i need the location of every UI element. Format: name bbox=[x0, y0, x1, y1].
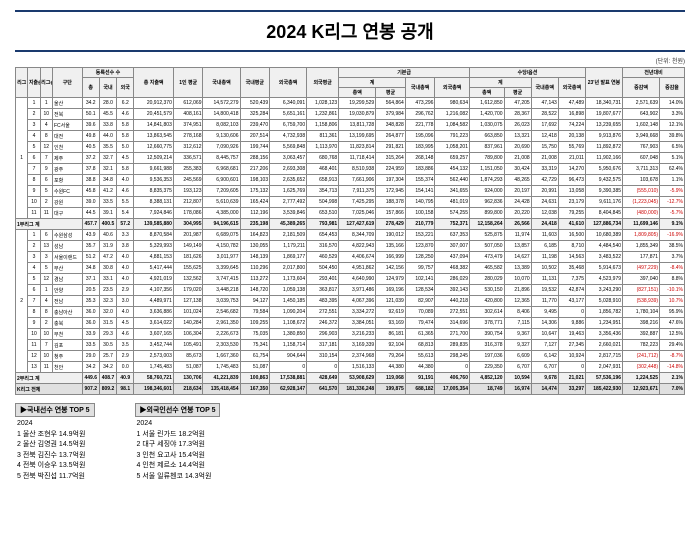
top5-item: 2 울산 김영권 14.5억원 bbox=[15, 440, 95, 451]
th-base-sub: 계 bbox=[339, 78, 406, 88]
table-row: 33서울이랜드 51.247.24.0 4,881,153181,6263,01… bbox=[16, 252, 685, 263]
top5-item: 5 서울 일류첸코 14.3억원 bbox=[135, 472, 221, 483]
grand-total-row: K리그 전체907.2809.298.1 198,346,601218,6341… bbox=[16, 384, 685, 395]
table-row: 88충남아산 36.032.04.0 3,636,886101,0242,546… bbox=[16, 307, 685, 318]
th-bonus: 수당/옵션 bbox=[469, 68, 585, 78]
th-ba: 평균 bbox=[376, 88, 406, 98]
page-title: 2024 K리그 연봉 공개 bbox=[15, 10, 685, 52]
th-chg: 증감액 bbox=[623, 78, 660, 98]
table-row: 61안양 20.523.52.9 4,107,356179,0203,448,2… bbox=[16, 285, 685, 296]
table-row: 210전북 50.145.54.6 20,451,579408,16114,80… bbox=[16, 109, 685, 120]
table-row: 45부산 34.830.84.0 5,417,444155,6253,399,6… bbox=[16, 263, 685, 274]
th-total-pay: 총 지출액 bbox=[134, 68, 173, 98]
table-row: 512경남 37.133.14.0 4,921,019132,5623,747,… bbox=[16, 274, 685, 285]
th-change: 전년대비 bbox=[623, 68, 685, 78]
th-pct: 증감율 bbox=[660, 78, 685, 98]
table-row: 34FC서울 39.633.85.8 14,841,803374,9518,08… bbox=[16, 120, 685, 131]
th-players: 등록선수 수 bbox=[82, 68, 134, 78]
th-club: 구단 bbox=[52, 68, 82, 98]
table-row: 117김포 33.530.53.5 3,452,744105,4912,303,… bbox=[16, 340, 685, 351]
table-row: 213성남 35.731.93.8 5,329,993149,1494,150,… bbox=[16, 241, 685, 252]
th-pd: 국내 bbox=[99, 78, 116, 98]
th-prev: 23'년 발표 연봉 bbox=[586, 68, 623, 98]
th-avg-pay: 1인 평균 bbox=[173, 68, 203, 98]
top5-item: 1 서울 린가드 18.2억원 bbox=[135, 430, 221, 441]
top5-section: ▶국내선수 연봉 TOP 5 2024 1 울산 조현우 14.9억원2 울산 … bbox=[15, 403, 685, 482]
th-od: 국내총액 bbox=[531, 78, 558, 98]
th-of: 외국총액 bbox=[558, 78, 585, 98]
top5-item: 5 전북 박진섭 11.7억원 bbox=[15, 472, 95, 483]
table-row: 67제주 37.232.74.5 12,509,214336,5718,445,… bbox=[16, 153, 685, 164]
th-dom-avg: 국내평균 bbox=[240, 68, 270, 98]
top5-item: 4 전북 이승우 13.5억원 bbox=[15, 461, 95, 472]
th-bt: 총액 bbox=[339, 88, 376, 98]
top5-item: 3 인천 요고사 15.4억원 bbox=[135, 451, 221, 462]
th-bd: 국내총액 bbox=[405, 78, 435, 98]
th-rank-league: 리그순위 bbox=[40, 68, 52, 98]
th-pt: 총 bbox=[82, 78, 99, 98]
table-row: 95수원FC 45.841.24.6 8,835,375193,1237,209… bbox=[16, 186, 685, 197]
top5-dom-head: ▶국내선수 연봉 TOP 5 bbox=[15, 403, 95, 417]
unit-label: (단위: 천원) bbox=[15, 56, 685, 65]
th-oa: 평균 bbox=[504, 88, 531, 98]
top5-item: 4 인천 제르소 14.4억원 bbox=[135, 461, 221, 472]
table-row: 1010부천 33.929.34.6 3,607,165106,3042,226… bbox=[16, 329, 685, 340]
top5-for-year: 2024 bbox=[135, 419, 221, 430]
th-bf: 외국총액 bbox=[435, 78, 470, 98]
th-for-avg: 외국평균 bbox=[307, 68, 339, 98]
salary-table: 리그 지출순위 리그순위 구단 등록선수 수 총 지출액 1인 평균 국내총액 … bbox=[15, 67, 685, 395]
th-dom-total: 국내총액 bbox=[203, 68, 240, 98]
table-row: 512인천 40.535.55.0 12,660,775312,6127,090… bbox=[16, 142, 685, 153]
th-pf: 외국 bbox=[117, 78, 134, 98]
th-for-total: 외국총액 bbox=[270, 68, 307, 98]
top5-item: 3 전북 김진수 13.7억원 bbox=[15, 451, 95, 462]
top5-domestic: ▶국내선수 연봉 TOP 5 2024 1 울산 조현우 14.9억원2 울산 … bbox=[15, 403, 95, 482]
table-row: 92충북 36.031.54.5 3,614,022140,2842,961,3… bbox=[16, 318, 685, 329]
table-row: 1111대구 44.539.15.4 7,924,846178,0864,385… bbox=[16, 208, 685, 219]
top5-for-head: ▶외국인선수 연봉 TOP 5 bbox=[135, 403, 221, 417]
table-row: 1210청주 29.025.72.9 2,573,00385,6731,667,… bbox=[16, 351, 685, 362]
table-row: 216수원삼성 43.940.63.3 8,870,584201,9876,68… bbox=[16, 230, 685, 241]
table-row: 79광주 37.832.15.8 9,661,988255,3836,968,6… bbox=[16, 164, 685, 175]
table-row: 102강원 39.033.55.5 8,388,131212,8075,610,… bbox=[16, 197, 685, 208]
th-league: 리그 bbox=[16, 68, 28, 98]
top5-foreign: ▶외국인선수 연봉 TOP 5 2024 1 서울 린가드 18.2억원2 대구… bbox=[135, 403, 221, 482]
table-row: 74전남 35.332.33.0 4,489,971127,1383,039,7… bbox=[16, 296, 685, 307]
table-row: 1311천안 34.234.20.0 1,745,48351,0871,745,… bbox=[16, 362, 685, 373]
th-ot: 총액 bbox=[469, 88, 504, 98]
subtotal-row: 1부리그 계457.7400.557.2 139,585,880304,9959… bbox=[16, 219, 685, 230]
subtotal-row: 2부리그 계449.6408.740.9 58,760,721130,70641… bbox=[16, 373, 685, 384]
table-body: 111울산 34.228.06.2 20,912,370612,06914,57… bbox=[16, 98, 685, 395]
th-bonus-sub: 계 bbox=[469, 78, 531, 88]
table-row: 48대전 49.844.05.8 13,863,545278,1689,130,… bbox=[16, 131, 685, 142]
table-row: 86포항 38.834.84.0 9,536,353245,5696,900,6… bbox=[16, 175, 685, 186]
top5-item: 2 대구 세징야 17.3억원 bbox=[135, 440, 221, 451]
top5-dom-year: 2024 bbox=[15, 419, 95, 430]
top5-item: 1 울산 조현우 14.9억원 bbox=[15, 430, 95, 441]
table-row: 111울산 34.228.06.2 20,912,370612,06914,57… bbox=[16, 98, 685, 109]
th-base: 기본급 bbox=[339, 68, 470, 78]
th-rank-total: 지출순위 bbox=[28, 68, 40, 98]
